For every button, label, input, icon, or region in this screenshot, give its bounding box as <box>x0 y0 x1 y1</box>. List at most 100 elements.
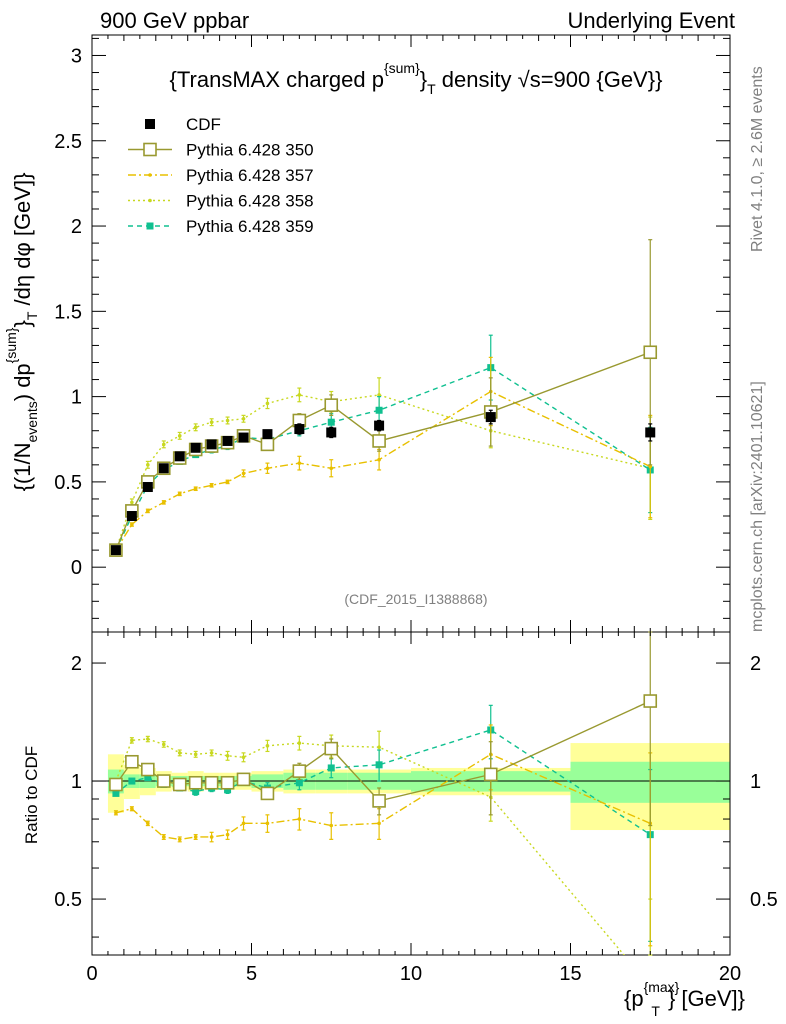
y-tick-label: 2 <box>71 216 82 238</box>
ratio-point-6-428-350-12 <box>372 794 386 808</box>
legend: CDF Pythia 6.428 350 Pythia 6.428 357 Pythi… <box>128 115 314 236</box>
ratio-y-axis-label: Ratio to CDF <box>22 746 41 844</box>
ratio-point-6-428-358-1 <box>130 738 134 743</box>
watermark: (CDF_2015_I1388868) <box>344 591 487 607</box>
cdf-point-7 <box>222 435 233 446</box>
legend-marker-cdf <box>145 119 155 129</box>
ratio-point-6-428-358-9 <box>265 744 270 748</box>
ratio-point-6-428-359-12 <box>375 761 383 769</box>
ratio-point-6-428-358-8 <box>241 755 246 760</box>
header-right: Underlying Event <box>567 8 735 33</box>
series-point-6-428-358-8 <box>241 416 246 421</box>
y-axis-label: {(1/Nevents) dp{sum}}T /dη dφ [GeV]} <box>3 173 40 492</box>
y-tick-label: 1 <box>71 387 82 409</box>
cdf-point-1 <box>126 511 137 522</box>
x-axis-label: {p{max} T} [GeV]} <box>624 979 745 1019</box>
ratio-point-6-428-357-12 <box>377 821 381 826</box>
ratio-point-6-428-350-14 <box>643 694 658 708</box>
series-point-6-428-357-5 <box>193 486 198 491</box>
ratio-point-6-428-350-3 <box>156 774 171 788</box>
ratio-point-6-428-357-3 <box>161 835 166 839</box>
legend-label-pythia-6-428-358: Pythia 6.428 358 <box>186 192 314 211</box>
series-point-6-428-350-14 <box>643 345 658 360</box>
series-point-6-428-357-1 <box>130 522 134 527</box>
series-point-6-428-358-7 <box>225 418 230 423</box>
cdf-point-8 <box>238 432 249 443</box>
ratio-point-6-428-350-2 <box>141 762 155 777</box>
series-point-6-428-357-11 <box>329 466 334 471</box>
ratio-point-6-428-357-8 <box>241 821 246 826</box>
series-point-6-428-357-10 <box>297 461 302 465</box>
series-point-6-428-357-9 <box>265 466 270 471</box>
ratio-point-6-428-350-9 <box>260 786 275 801</box>
axis-ticks <box>91 35 731 955</box>
legend-label-pythia-6-428-357: Pythia 6.428 357 <box>186 166 314 185</box>
ratio-point-6-428-357-9 <box>265 821 270 826</box>
y-tick-label: 1.5 <box>54 301 82 323</box>
series-point-6-428-357-2 <box>146 509 150 513</box>
ratio-point-6-428-358-12 <box>377 745 381 749</box>
ratio-point-6-428-350-0 <box>109 777 123 792</box>
ratio-point-6-428-350-5 <box>188 775 203 790</box>
ratio-point-6-428-350-4 <box>172 777 187 792</box>
series-point-6-428-350-11 <box>324 398 339 412</box>
header-left: 900 GeV ppbar <box>100 8 249 33</box>
series-point-6-428-357-12 <box>377 457 381 462</box>
legend-marker-pythia-6-428-357 <box>148 173 152 177</box>
legend-marker-pythia-6-428-359 <box>146 222 154 230</box>
y-tick-label: 0 <box>71 557 82 579</box>
ratio-y-tick-label-right: 0.5 <box>750 889 778 911</box>
legend-label-cdf: CDF <box>186 115 221 134</box>
x-tick-label: 0 <box>86 963 97 985</box>
cdf-point-10 <box>294 424 305 435</box>
ratio-point-6-428-350-7 <box>220 775 235 790</box>
ratio-point-6-428-359-7 <box>224 786 232 794</box>
series-point-6-428-358-3 <box>161 442 166 447</box>
series-point-6-428-357-8 <box>241 471 246 476</box>
plot-series <box>109 239 658 956</box>
series-point-6-428-358-10 <box>297 393 302 397</box>
series-point-6-428-358-12 <box>377 393 381 397</box>
series-point-6-428-358-1 <box>130 500 134 505</box>
legend-marker-pythia-6-428-350 <box>143 142 157 157</box>
ratio-line-6-428-358 <box>115 738 625 955</box>
ratio-y-tick-label-left: 1 <box>71 771 82 793</box>
y-tick-label: 0.5 <box>54 472 82 494</box>
y-tick-label: 2.5 <box>54 131 82 153</box>
ratio-point-6-428-357-5 <box>193 835 198 839</box>
ratio-point-6-428-350-8 <box>236 772 251 787</box>
series-point-6-428-359-12 <box>375 406 383 414</box>
x-tick-label: 20 <box>719 963 741 985</box>
cdf-data-points <box>110 409 656 556</box>
series-point-6-428-350-12 <box>372 434 386 448</box>
cdf-point-2 <box>142 482 153 493</box>
series-point-6-428-357-14 <box>648 464 653 469</box>
series-point-6-428-357-6 <box>209 483 214 488</box>
cdf-point-14 <box>645 427 656 438</box>
ratio-y-tick-label-left: 2 <box>71 653 82 675</box>
series-point-6-428-359-11 <box>327 418 335 426</box>
series-point-6-428-358-5 <box>193 425 198 430</box>
ratio-y-tick-label-left: 0.5 <box>54 889 82 911</box>
ratio-y-tick-label-right: 1 <box>750 771 761 793</box>
ratio-point-6-428-357-7 <box>225 832 230 837</box>
x-tick-label: 10 <box>400 963 422 985</box>
series-point-6-428-358-2 <box>146 463 150 467</box>
series-line-6-428-357 <box>115 390 651 551</box>
series-point-6-428-358-6 <box>209 420 214 424</box>
ratio-point-6-428-359-0 <box>112 789 120 797</box>
ratio-point-6-428-357-2 <box>146 821 150 826</box>
y-tick-label: 3 <box>71 45 82 67</box>
ratio-point-6-428-350-11 <box>324 741 339 756</box>
legend-label-pythia-6-428-350: Pythia 6.428 350 <box>186 141 314 160</box>
cdf-point-9 <box>262 429 273 440</box>
ratio-point-6-428-359-10 <box>295 779 303 787</box>
series-point-6-428-357-4 <box>177 492 182 496</box>
chart-title: {TransMAX charged p{sum}}T density √s=90… <box>170 60 663 97</box>
series-line-6-428-359 <box>115 366 651 551</box>
ratio-point-6-428-350-10 <box>292 764 307 778</box>
ratio-point-6-428-357-0 <box>114 810 118 815</box>
series-point-6-428-357-3 <box>161 500 166 505</box>
ratio-point-6-428-358-10 <box>297 741 302 745</box>
cdf-point-3 <box>158 463 169 474</box>
